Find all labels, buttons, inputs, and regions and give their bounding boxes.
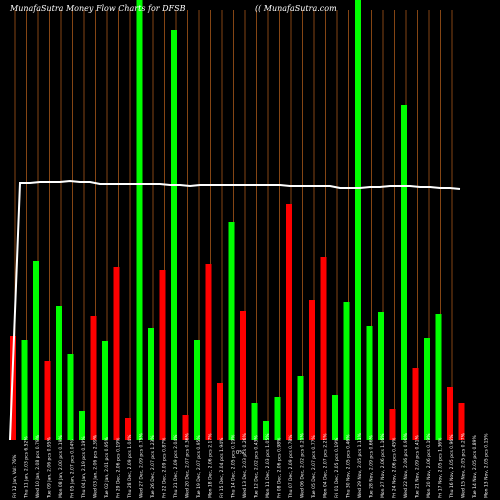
x-tick-label: Tue 26 Dec, 2.07 pcs 1.23% [150,435,156,499]
bar [90,316,97,440]
bars [10,0,465,440]
x-tick-label: Tue 14 Nov, 2.05 pcs 0.89% [472,435,478,499]
x-tick-label: Mon 04 Dec, 2.07 pcs 2.21% [323,433,329,498]
bar [148,328,154,440]
bar [263,421,269,440]
bar [412,368,419,440]
x-tick-label: Fri 05 Jan, 2.07 pcs 0.04% [70,439,76,498]
x-tick-label: Wed 15 Nov, 2.05 pcs 0.27% [461,432,467,498]
x-tick-label: Fri 08 Dec, 2.06 pcs 0.98% [277,437,283,498]
x-tick-label: Wed 27 Dec, 2.09 pcs 0.75% [139,432,145,498]
bar [366,326,373,440]
bar [113,267,120,440]
bar [125,418,131,440]
bar [343,302,350,440]
bar [240,311,246,440]
x-tick-label: Thu 07 Dec, 2.09 pcs 0.78% [288,434,294,499]
x-tick-label: Mon 13 Nov, 2.05 pcs 0.15% [484,433,490,498]
bar [21,340,28,440]
bar [297,376,304,440]
bar [458,403,465,440]
bar [171,30,177,440]
bar [424,338,430,440]
x-tick-label: Wed 10 Jan, 2.08 pcs 0.79% [35,434,41,498]
bar [286,204,292,440]
x-tick-label: Fri 12 Jan, Vol: 76% [12,454,18,498]
price-line [9,179,461,441]
x-tick-labels: Fri 12 Jan, Vol: 76% Thu 11 Jan, 2.03 pcs… [12,432,490,499]
x-tick-label: Thu 14 Dec, 2.05 pcs 0.19% [231,434,237,499]
bar [309,300,315,440]
bar [136,0,143,440]
x-tick-label: Tue 05 Dec, 2.07 pcs 0.77% [311,435,317,499]
price-line-group [9,179,461,441]
bar [67,354,74,440]
bar [435,314,442,440]
x-tick-label: Thu 11 Jan, 2.03 pcs 6.52% [24,436,30,499]
x-tick-label: Mon 11 Dec, 2.03 pcs 1.05% [265,433,271,498]
x-tick-label: Mon 08 Jan, 2.00 pcs 0.19% [58,435,64,498]
x-tick-label: Tue 28 Nov, 2.09 pcs 0.66% [369,435,375,499]
x-tick-label: Mon 18 Dec, 2.06 pcs 2.17% [208,433,214,498]
x-center-label: 0% [236,450,244,456]
bar [182,415,189,440]
bar [378,312,384,440]
x-tick-label: Wed 29 Nov, 2.05 pcs 1.11% [357,432,363,498]
x-tick-label: Wed 06 Dec, 2.02 pcs 0.21% [300,432,306,498]
x-tick-label: Tue 12 Dec, 2.02 pcs 0.43% [254,435,260,499]
bar [102,341,108,440]
chart-title: MunafaSutra Money Flow Charts for DFSB [10,4,186,13]
x-tick-label: Thu 30 Nov, 2.05 pcs 0.46% [346,434,352,499]
x-tick-label: Mon 27 Nov, 2.06 pcs 1.16% [380,433,386,498]
x-tick-label: Fri 22 Dec, 2.09 pcs 0.87% [162,437,168,498]
x-tick-label: Fri 15 Dec, 2.04 pcs 1.94% [219,437,225,498]
x-tick-label: Wed 20 Dec, 2.07 pcs 0.36% [185,432,191,498]
bar [217,383,223,440]
bar [33,261,39,440]
x-tick-label: Fri 01 Dec, 2.05 pcs 0.19% [334,437,340,498]
bar [251,403,258,440]
site-credit: (( MunafaSutra.com [255,4,337,13]
bar [320,257,327,440]
bar [56,306,62,440]
bar [44,361,51,440]
x-tick-label: Wed 03 Jan, 2.06 pcs 2.39% [93,434,99,498]
x-tick-label: Thu 28 Dec, 2.09 pcs 1.04% [127,434,133,499]
bar [79,411,85,440]
bar [447,387,453,440]
bar [401,105,407,440]
x-tick-label: Thu 16 Nov, 2.05 pcs 0.96% [449,434,455,499]
bar [274,397,281,440]
bar [389,409,396,440]
bar [159,270,166,440]
bar [194,340,200,440]
bar [205,264,212,440]
x-tick-label: Tue 19 Dec, 2.07 pcs 0.95% [196,435,202,499]
x-tick-label: Fri 29 Dec, 2.06 pcs 0.19% [116,437,122,498]
x-tick-label: Tue 21 Nov, 2.09 pcs 0.41% [415,435,421,499]
x-tick-label: Tue 02 Jan, 2.01 pcs 0.95% [104,436,110,499]
x-tick-label: Tue 09 Jan, 2.06 pcs 0.95% [47,436,53,499]
x-tick-label: Fri 24 Nov, 2.06 pcs 0.45% [392,437,398,498]
x-tick-label: Thu 21 Dec, 2.09 pcs 2.04% [173,434,179,499]
x-tick-label: Mon 20 Nov, 2.06 pcs 0.19% [426,433,432,498]
bar [332,395,338,440]
x-tick-label: Thu 04 Jan, 2.19 pcs 0.19% [81,436,87,499]
bar [228,222,235,440]
x-tick-label: Wed 13 Dec, 2.03 pcs 0.26% [242,432,248,498]
x-tick-label: Wed 22 Nov, 2.06 pcs 0.90% [403,432,409,498]
x-tick-label: Fri 17 Nov, 2.05 pcs 1.36% [438,437,444,498]
bar [355,0,361,440]
